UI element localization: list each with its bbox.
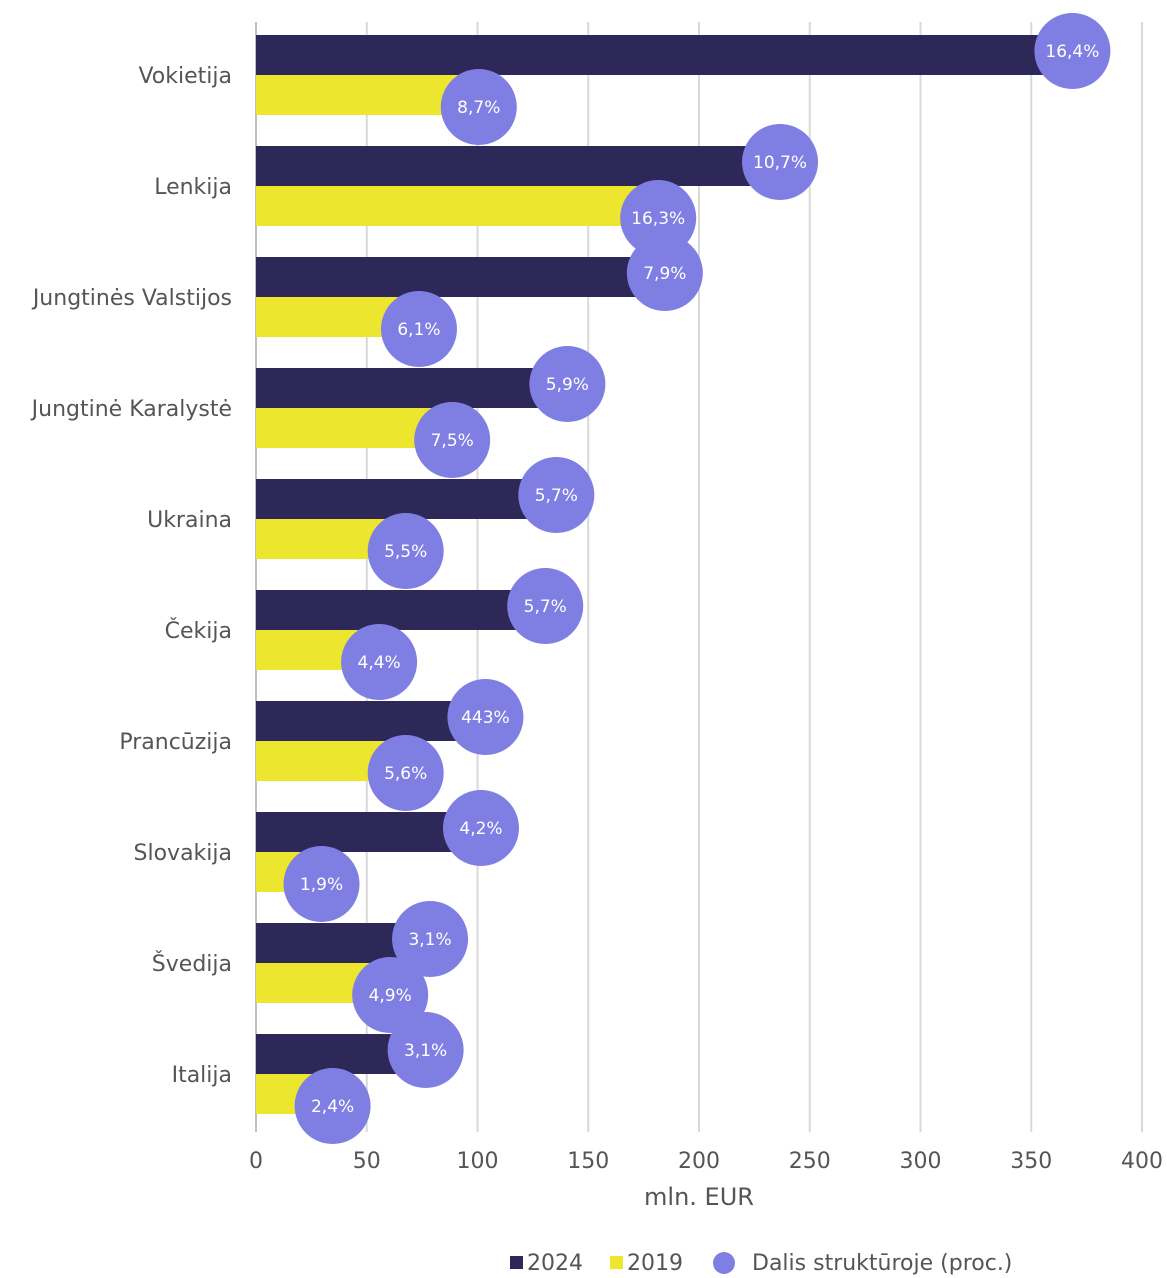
share-bubble	[1034, 13, 1111, 89]
bar-2024-6	[256, 590, 527, 630]
x-tick-label: 250	[789, 1149, 831, 1174]
share-bubble-label: 8,7%	[457, 98, 500, 118]
x-tick-label: 400	[1121, 1149, 1163, 1174]
share-bubble-label: 6,1%	[397, 320, 440, 340]
category-label: Ukraina	[147, 508, 232, 533]
category-label: Jungtinė Karalystė	[30, 397, 232, 422]
x-tick-label: 100	[457, 1149, 499, 1174]
share-bubble-label: 2,4%	[311, 1097, 354, 1117]
x-tick-label: 300	[900, 1149, 942, 1174]
x-tick-label: 200	[678, 1149, 720, 1174]
share-bubble	[367, 513, 444, 589]
x-tick-label: 50	[353, 1149, 381, 1174]
share-bubble-label: 7,5%	[431, 431, 474, 451]
share-bubble-label: 443%	[461, 708, 510, 728]
bar-2019-9	[256, 963, 372, 1003]
bar-2019-2	[256, 186, 640, 226]
share-bubble	[294, 1068, 371, 1144]
legend-label-2024: 2024	[527, 1251, 583, 1276]
category-label: Vokietija	[138, 64, 232, 89]
share-bubble-label: 1,9%	[300, 875, 343, 895]
bar-2024-8	[256, 812, 462, 852]
bar-2019-3	[256, 297, 400, 337]
share-bubble-label: 5,5%	[384, 542, 427, 562]
share-bubble-label: 10,7%	[753, 153, 807, 173]
share-bubble	[447, 679, 524, 755]
legend-label-2019: 2019	[627, 1251, 683, 1276]
share-bubble	[380, 291, 457, 367]
category-label: Čekija	[165, 618, 232, 644]
bar-2019-7	[256, 741, 387, 781]
share-bubble	[341, 624, 418, 700]
bar-2019-4	[256, 408, 434, 448]
share-bubble	[392, 901, 469, 977]
share-bubble	[626, 235, 703, 311]
x-tick-label: 150	[567, 1149, 609, 1174]
share-bubble	[620, 180, 697, 256]
bar-2024-10	[256, 1034, 407, 1074]
bar-2019-5	[256, 519, 387, 559]
share-bubble	[414, 402, 491, 478]
share-bubble	[387, 1012, 464, 1088]
category-label: Italija	[172, 1063, 232, 1088]
bar-2019-1	[256, 75, 460, 115]
share-bubble	[742, 124, 819, 200]
bar-2024-5	[256, 479, 538, 519]
share-bubble	[442, 790, 519, 866]
category-label: Lenkija	[154, 175, 232, 200]
category-label: Slovakija	[134, 841, 232, 866]
bars	[256, 35, 1054, 1114]
share-bubble	[529, 346, 606, 422]
share-bubble	[518, 457, 595, 533]
share-bubble	[367, 735, 444, 811]
share-bubble	[352, 957, 429, 1033]
share-bubble	[507, 568, 584, 644]
share-bubble-label: 5,9%	[546, 375, 589, 395]
category-label: Švedija	[152, 951, 232, 977]
legend-swatch-2019	[610, 1256, 623, 1269]
share-bubble-label: 5,7%	[535, 486, 578, 506]
share-bubble	[440, 69, 517, 145]
legend: 2024 2019 Dalis struktūroje (proc.)	[510, 1251, 1012, 1276]
share-bubbles: 16,4% 8,7% 10,7% 16,3% 7,9% 6,1% 5,9% 7,5% 5,7% 5…	[283, 13, 1111, 1144]
share-bubble-label: 3,1%	[404, 1041, 447, 1061]
x-tick-label: 350	[1010, 1149, 1052, 1174]
share-bubble-label: 3,1%	[408, 930, 451, 950]
legend-swatch-2024	[510, 1256, 523, 1269]
x-axis-title: mln. EUR	[644, 1183, 754, 1211]
bar-2024-1	[256, 35, 1054, 75]
share-bubble-label: 4,4%	[358, 653, 401, 673]
share-bubble-label: 5,6%	[384, 764, 427, 784]
x-tick-label: 0	[249, 1149, 263, 1174]
share-bubble	[283, 846, 360, 922]
bar-2024-3	[256, 257, 646, 297]
bar-2024-7	[256, 701, 467, 741]
x-tick-labels: 0 50 100 150 200 250 300 350 400	[249, 1149, 1163, 1174]
share-bubble-label: 4,9%	[369, 986, 412, 1006]
bar-2024-9	[256, 923, 412, 963]
legend-label-bubble: Dalis struktūroje (proc.)	[752, 1251, 1012, 1276]
share-bubble-label: 16,4%	[1045, 42, 1099, 62]
bar-2024-2	[256, 146, 762, 186]
share-bubble-label: 7,9%	[643, 264, 686, 284]
share-bubble-label: 5,7%	[524, 597, 567, 617]
bar-2024-4	[256, 368, 549, 408]
share-bubble-label: 16,3%	[631, 209, 685, 229]
legend-swatch-bubble	[713, 1252, 735, 1274]
category-labels: Vokietija Lenkija Jungtinės Valstijos Jungt…	[30, 64, 232, 1088]
category-label: Prancūzija	[119, 730, 232, 755]
category-label: Jungtinės Valstijos	[31, 286, 232, 311]
share-bubble-label: 4,2%	[459, 819, 502, 839]
